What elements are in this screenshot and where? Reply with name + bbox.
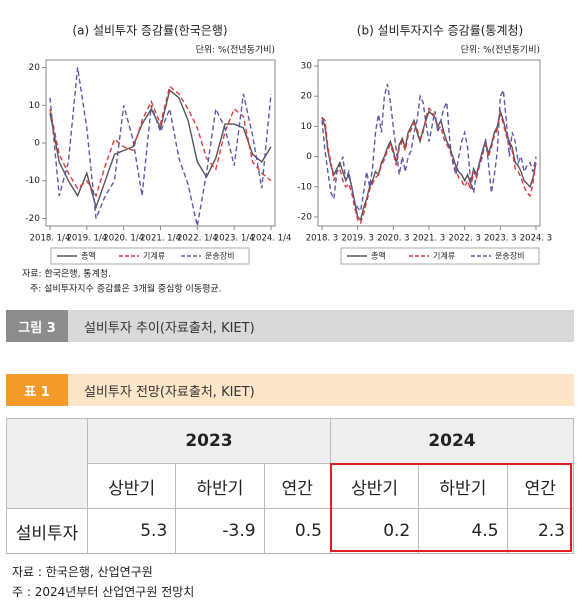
y-tick-label: -20 [297, 212, 312, 222]
figure-label: 그림 3 [6, 310, 68, 342]
corner-cell [6, 418, 88, 509]
legend-label: 총액 [81, 251, 96, 261]
value-cell: 5.3 [86, 508, 177, 554]
legend-box [340, 247, 540, 265]
value-cell: 4.5 [418, 508, 508, 554]
x-tick-label: 2020. 3 [377, 234, 409, 244]
sub-header: 하반기 [175, 463, 265, 509]
plot-frame [45, 59, 276, 227]
x-tick-label: 2023. 3 [484, 234, 516, 244]
x-tick-label: 2022. 1/4 [177, 234, 218, 244]
x-tick-label: 2022. 3 [448, 234, 480, 244]
chart-title: (a) 설비투자 증감률(한국은행) [72, 23, 227, 38]
y-tick-label: 20 [301, 92, 313, 102]
highlight-box [330, 463, 572, 552]
sub-header: 연간 [263, 463, 331, 509]
y-tick-label: 20 [29, 63, 41, 73]
y-tick-label: 0 [306, 152, 312, 162]
charts: (a) 설비투자 증감률(한국은행) 단위: %(전년동기비) -20 -10 0 10 2… [22, 23, 552, 295]
year-header: 2023 [87, 418, 331, 464]
y-tick-label: 10 [29, 101, 41, 111]
x-tick-label: 2019. 3 [341, 234, 373, 244]
legend-label: 운송장비 [495, 251, 524, 261]
sub-header: 상반기 [86, 463, 177, 509]
table-note: 자료 : 한국은행, 산업연구원 [12, 565, 153, 579]
legend-label: 운송장비 [205, 251, 234, 261]
y-tick-label: -10 [25, 176, 40, 186]
series-line [321, 83, 537, 213]
value-cell: 0.5 [263, 508, 331, 554]
year-header: 2024 [329, 418, 575, 464]
sub-header: 연간 [506, 463, 575, 509]
table-caption-text: 설비투자 전망(자료출처, KIET) [84, 384, 255, 400]
table-note: 주 : 2024년부터 산업연구원 전망치 [12, 585, 195, 599]
y-tick-label: -20 [25, 214, 40, 224]
value-cell: -3.9 [175, 508, 265, 554]
plot-frame [317, 59, 541, 227]
y-tick-label: 30 [301, 62, 313, 72]
forecast-table: 2023 2024 상반기 하반기 연간 상반기 하반기 연간 설비투자 5.3 -3.9 0.… [6, 418, 575, 554]
series-line [321, 107, 537, 225]
series-line [49, 85, 272, 198]
series-line [49, 88, 272, 210]
x-tick-label: 2021. 1/4 [140, 234, 181, 244]
x-tick-label: 2024. 3 [520, 234, 552, 244]
unit-label: 단위: %(전년동기비) [461, 45, 540, 56]
row-label: 설비투자 [6, 508, 88, 554]
figure-note: 자료: 한국은행, 통계청. [22, 268, 111, 280]
table-notes: 자료 : 한국은행, 산업연구원 주 : 2024년부터 산업연구원 전망치 [12, 562, 194, 602]
x-tick-label: 2018. 3 [306, 234, 338, 244]
x-tick-label: 2020. 1/4 [103, 234, 144, 244]
table-caption: 표 1 설비투자 전망(자료출처, KIET) [6, 374, 574, 406]
x-tick-label: 2023. 1/4 [214, 234, 255, 244]
series-line [321, 108, 537, 222]
y-tick-label: 10 [301, 122, 313, 132]
x-tick-label: 2018. 1/4 [30, 234, 71, 244]
value-cell: 2.3 [506, 508, 575, 554]
x-tick-label: 2019. 1/4 [66, 234, 107, 244]
figure-note: 주: 설비투자지수 증감률은 3개월 중심항 이동평균. [30, 283, 222, 295]
series-line [49, 67, 272, 227]
legend-label: 기계류 [143, 251, 165, 261]
chart-title: (b) 설비투자지수 증감률(통계청) [357, 24, 523, 38]
legend-box [50, 247, 250, 265]
unit-label: 단위: %(전년동기비) [196, 45, 275, 56]
x-tick-label: 2021. 3 [413, 234, 445, 244]
value-cell: 0.2 [329, 508, 420, 554]
table-label: 표 1 [6, 374, 68, 406]
figure-caption: 그림 3 설비투자 추이(자료출처, KIET) [6, 310, 574, 342]
y-tick-label: -10 [297, 182, 312, 192]
figure-caption-text: 설비투자 추이(자료출처, KIET) [84, 320, 255, 336]
sub-header: 하반기 [418, 463, 508, 509]
y-tick-label: 0 [34, 139, 40, 149]
legend-label: 총액 [371, 251, 386, 261]
legend-label: 기계류 [433, 251, 455, 261]
x-tick-label: 2024. 1/4 [251, 234, 292, 244]
